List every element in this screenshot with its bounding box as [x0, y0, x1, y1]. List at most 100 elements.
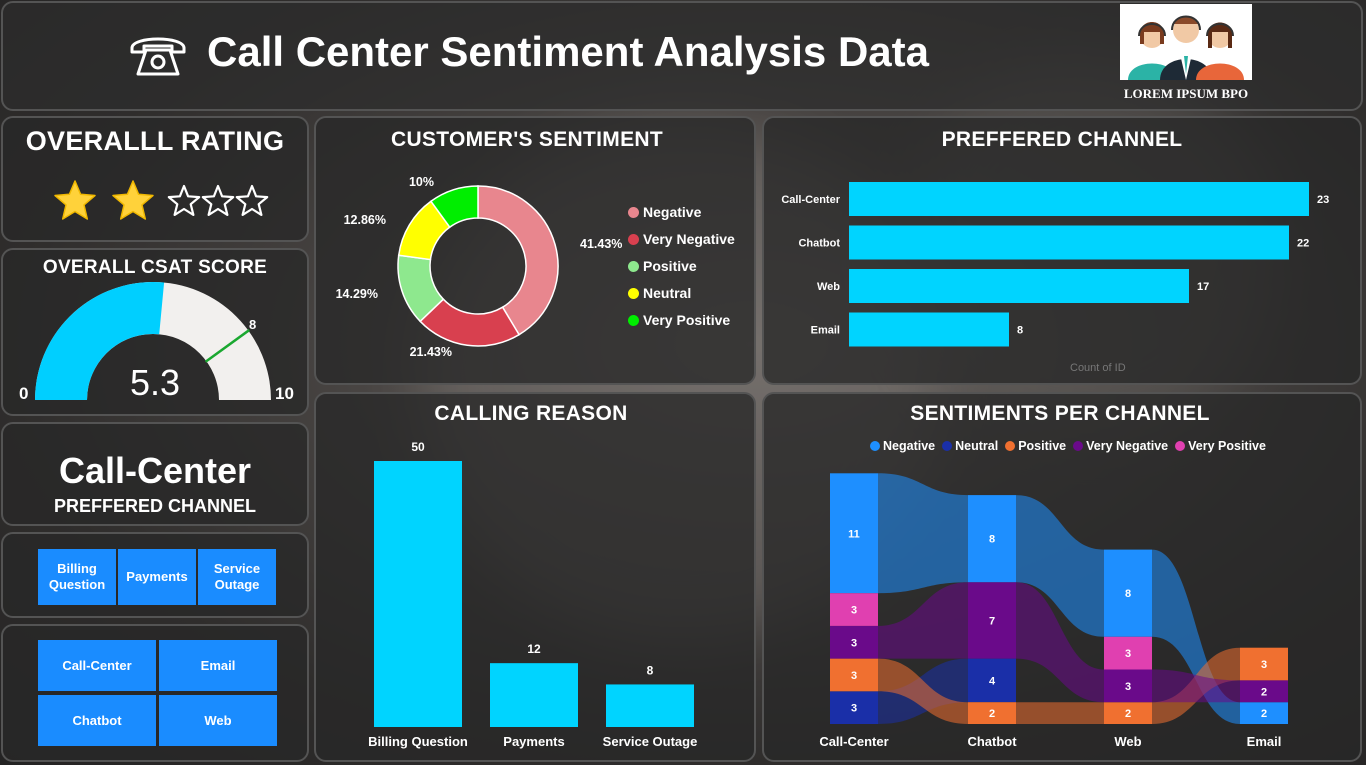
- ribbon-segment: [830, 473, 878, 594]
- ribbon-segment: [968, 658, 1016, 703]
- ribbon-value-label: 2: [1125, 708, 1131, 720]
- filter-service-outage[interactable]: Service Outage: [198, 549, 276, 605]
- ribbon-segment: [830, 625, 878, 659]
- ribbon-legend-item[interactable]: Positive: [1005, 439, 1066, 453]
- preferred-channel-bar-chart: Call-Center 23 Chatbot 22 Web 17 Email 8: [781, 182, 1329, 347]
- preferred-channel-panel: PREFFERED CHANNEL Call-Center 23 Chatbot 22…: [762, 116, 1362, 385]
- channel-value-label: 23: [1317, 194, 1329, 206]
- legend-label: Negative: [643, 204, 702, 220]
- legend-dot-icon: [1073, 441, 1084, 451]
- csat-value: 5.3: [129, 362, 181, 403]
- star-rating: [51, 176, 269, 224]
- legend-dot-icon: [628, 233, 639, 245]
- ribbon-segment: [1104, 636, 1152, 670]
- filter-email[interactable]: Email: [159, 640, 277, 691]
- ribbon-legend-item[interactable]: Neutral: [942, 439, 998, 453]
- legend-dot-icon: [1005, 441, 1016, 451]
- gauge-target-line: [204, 329, 251, 363]
- sentiment-donut-chart: 41.43% 21.43% 14.29% 12.86% 10%: [336, 175, 623, 359]
- reason-slicer: Billing Question Payments Service Outage: [1, 532, 309, 618]
- legend-item[interactable]: Very Negative: [628, 231, 735, 247]
- ribbon-flow: [878, 582, 968, 659]
- star-filled-icon: [112, 180, 154, 220]
- ribbon-flow: [878, 658, 968, 724]
- ribbon-segment: [830, 691, 878, 724]
- star-filled-icon: [54, 180, 96, 220]
- filter-billing-question[interactable]: Billing Question: [38, 549, 116, 605]
- ribbon-legend-item[interactable]: Negative: [870, 439, 935, 453]
- ribbon-flow: [1016, 582, 1104, 703]
- ribbon-value-label: 2: [1261, 708, 1267, 720]
- ribbon-value-label: 4: [989, 675, 996, 687]
- reason-value-label: 8: [647, 663, 654, 677]
- reason-category-label: Payments: [503, 734, 564, 749]
- ribbon-value-label: 8: [1125, 588, 1131, 600]
- page-title: Call Center Sentiment Analysis Data: [207, 28, 929, 75]
- ribbon-flow: [1152, 549, 1240, 724]
- legend-label: Very Negative: [643, 231, 735, 247]
- reason-bar-billing-question: [374, 461, 462, 727]
- channel-bar-chatbot: [849, 225, 1289, 260]
- ribbon-flow: [1152, 669, 1240, 703]
- ribbon-legend-item[interactable]: Very Positive: [1175, 439, 1266, 453]
- preferred-channel-label: PREFFERED CHANNEL: [53, 496, 256, 516]
- ribbon-segment: [968, 582, 1016, 659]
- ribbon-flow: [878, 473, 968, 594]
- donut-label-4: 10%: [409, 175, 434, 189]
- legend-item[interactable]: Positive: [628, 258, 697, 274]
- customer-sentiment-panel: CUSTOMER'S SENTIMENT 41.43% 21.43% 14.29% 1…: [314, 116, 756, 385]
- sentiment-chart-title: CUSTOMER'S SENTIMENT: [391, 128, 663, 151]
- legend-item[interactable]: Neutral: [628, 285, 691, 301]
- ribbon-value-label: 2: [1261, 686, 1267, 698]
- ribbon-value-label: 2: [989, 708, 995, 720]
- filter-chatbot[interactable]: Chatbot: [38, 695, 156, 746]
- ribbon-value-label: 3: [851, 605, 857, 617]
- company-logo: [1120, 4, 1252, 80]
- ribbon-segment: [830, 593, 878, 626]
- ribbon-segment: [1240, 647, 1288, 681]
- ribbon-value-label: 7: [989, 615, 995, 627]
- gauge-fill: [35, 282, 165, 400]
- legend-label: Positive: [643, 258, 697, 274]
- star-empty-icon: [235, 184, 269, 217]
- ribbon-value-label: 3: [1125, 648, 1131, 660]
- filter-call-center[interactable]: Call-Center: [38, 640, 156, 691]
- legend-item[interactable]: Negative: [628, 204, 701, 220]
- channel-bar-web: [849, 269, 1189, 303]
- channel-value-label: 22: [1297, 238, 1309, 250]
- calling-reason-bar-chart: 50 Billing Question 12 Payments 8 Service Out…: [368, 440, 698, 749]
- ribbon-category-label: Web: [1114, 734, 1141, 749]
- reason-value-label: 12: [527, 642, 541, 656]
- ribbon-category-label: Chatbot: [967, 734, 1017, 749]
- legend-dot-icon: [628, 206, 639, 218]
- legend-label: Negative: [883, 439, 936, 453]
- ribbon-chart-title: SENTIMENTS PER CHANNEL: [910, 402, 1210, 425]
- preferred-channel-card: Call-Center PREFFERED CHANNEL: [1, 422, 309, 526]
- agents-logo-icon: [1128, 15, 1244, 80]
- donut-slice-very-positive: [429, 185, 479, 229]
- legend-label: Very Positive: [643, 312, 731, 328]
- ribbon-legend-item[interactable]: Very Negative: [1073, 439, 1168, 453]
- donut-slice-negative: [477, 185, 559, 336]
- channel-bar-email: [849, 312, 1009, 347]
- channel-slicer: Call-Center Email Chatbot Web: [1, 624, 309, 762]
- sentiments-ribbon-chart: 11 3 3 3 3 Call-Center 8 4 2 7 Chatbot 8 2 3 3 Web 2 3 2 Em…: [819, 473, 1288, 749]
- ribbon-segment: [968, 702, 1016, 724]
- reason-chart-title: CALLING REASON: [434, 402, 628, 425]
- channel-axis-label: Count of ID: [1070, 362, 1126, 374]
- legend-item[interactable]: Very Positive: [628, 312, 730, 328]
- filter-web[interactable]: Web: [159, 695, 277, 746]
- ribbon-flow: [1016, 495, 1104, 637]
- legend-label: Positive: [1018, 439, 1067, 453]
- ribbon-segment: [830, 658, 878, 692]
- ribbon-value-label: 11: [848, 528, 860, 540]
- ribbon-flow: [1016, 702, 1104, 724]
- csat-panel: OVERALL CSAT SCORE 5.3 0 10 8: [1, 248, 309, 416]
- reason-category-label: Service Outage: [603, 734, 698, 749]
- filter-payments[interactable]: Payments: [118, 549, 196, 605]
- ribbon-value-label: 3: [851, 670, 857, 682]
- legend-dot-icon: [942, 441, 953, 451]
- channel-category-label: Email: [811, 325, 840, 337]
- reason-category-label: Billing Question: [368, 734, 468, 749]
- preferred-channel-value: Call-Center: [58, 450, 252, 491]
